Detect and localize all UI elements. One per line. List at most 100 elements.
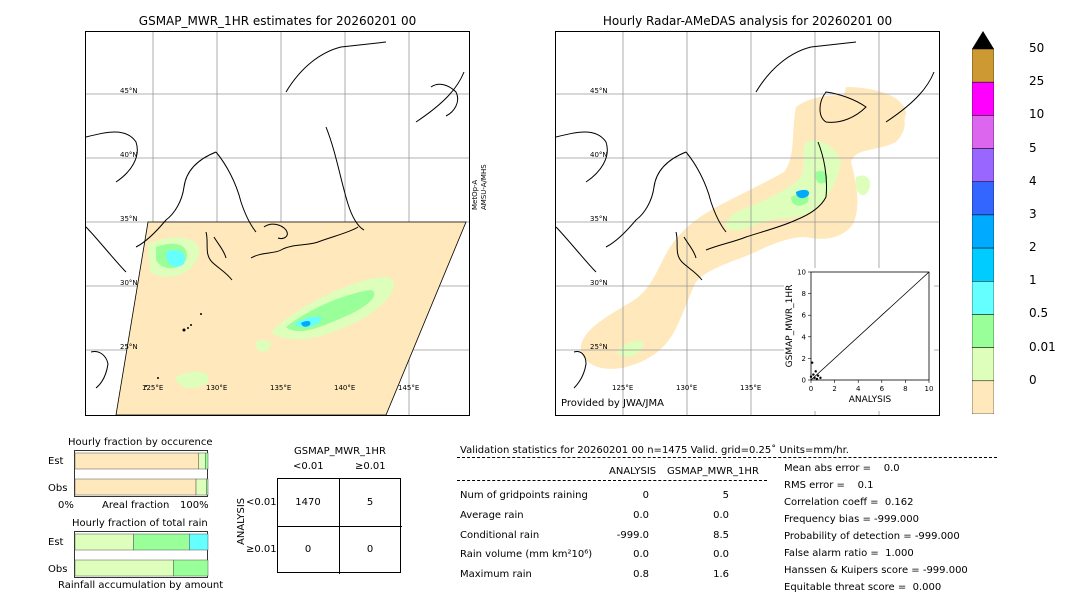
score-rms: RMS error = 0.1 bbox=[784, 480, 874, 491]
colorbar-tick-label: 10 bbox=[1029, 107, 1045, 122]
right-map-title: Hourly Radar-AMeDAS analysis for 2026020… bbox=[602, 14, 893, 28]
colorbar-segment bbox=[971, 347, 995, 382]
score-freq-bias: Frequency bias = -999.000 bbox=[784, 514, 919, 525]
score-pod: Probability of detection = -999.000 bbox=[784, 531, 960, 542]
total-rain-bars bbox=[74, 531, 209, 578]
score-ets: Equitable threat score = 0.000 bbox=[784, 582, 942, 593]
right-lat-label-45: 45°N bbox=[590, 87, 608, 95]
validation-col-gsmap: GSMAP_MWR_1HR bbox=[667, 466, 759, 477]
validation-row-gsmap: 0.0 bbox=[713, 510, 729, 521]
left-map: 45°N 40°N 35°N 30°N 25°N 125°E 130°E 135… bbox=[85, 31, 470, 416]
validation-row-analysis: -999.0 bbox=[616, 530, 649, 541]
contingency-cell-0-1: 5 bbox=[366, 497, 374, 508]
occurrence-est-label: Est bbox=[48, 456, 64, 467]
scatter-point bbox=[809, 375, 813, 378]
scatter-point bbox=[815, 377, 819, 381]
scatter-xtick-label: 6 bbox=[880, 385, 885, 393]
scatter-ytick-label: 2 bbox=[802, 355, 806, 363]
right-lon-label-135: 135°E bbox=[740, 384, 762, 392]
occurrence-obs-label: Obs bbox=[48, 483, 68, 494]
validation-row-label: Conditional rain bbox=[460, 530, 540, 541]
right-lon-label-130: 130°E bbox=[676, 384, 698, 392]
validation-row-label: Num of gridpoints raining bbox=[460, 490, 588, 501]
scatter-ytick-label: 8 bbox=[802, 290, 806, 298]
scatter-ytick-label: 4 bbox=[802, 333, 807, 341]
validation-row-analysis: 0.0 bbox=[633, 549, 649, 560]
colorbar-segment bbox=[971, 314, 995, 348]
scatter-point bbox=[816, 374, 820, 377]
right-map-canvas bbox=[556, 32, 939, 415]
scatter-plot: 0 2 4 6 8 10 0 2 4 6 8 10 ANALYSIS GSMAP_MWR_1HR bbox=[785, 269, 934, 406]
colorbar-canvas bbox=[971, 31, 995, 415]
colorbar-tick-label: 3 bbox=[1029, 206, 1037, 221]
contingency-col-header-0: <0.01 bbox=[293, 461, 324, 472]
right-lat-label-40: 40°N bbox=[590, 151, 608, 159]
total-rain-bar-segment bbox=[74, 533, 134, 551]
occurrence-bar-segment bbox=[205, 452, 209, 470]
left-lat-label-40: 40°N bbox=[120, 151, 138, 159]
validation-divider bbox=[457, 457, 997, 458]
scatter-diagonal bbox=[810, 271, 930, 381]
colorbar bbox=[971, 31, 995, 415]
validation-row-gsmap: 5 bbox=[722, 490, 729, 501]
validation-row-analysis: 0.8 bbox=[633, 569, 649, 580]
occurrence-tick-100: 100% bbox=[180, 500, 209, 511]
scatter-ylabel: GSMAP_MWR_1HR bbox=[785, 285, 795, 368]
right-lat-label-35: 35°N bbox=[590, 215, 608, 223]
scatter-xtick-label: 10 bbox=[925, 385, 934, 393]
total-rain-xlabel: Rainfall accumulation by amount bbox=[58, 580, 224, 591]
colorbar-segment bbox=[971, 48, 995, 83]
scatter-xtick-label: 2 bbox=[832, 385, 836, 393]
scatter-point bbox=[814, 370, 817, 373]
left-lon-label-140: 140°E bbox=[334, 384, 356, 392]
total-rain-bar-segment bbox=[74, 559, 174, 577]
colorbar-segment bbox=[971, 281, 995, 315]
contingency-cell-1-0: 0 bbox=[304, 544, 312, 555]
colorbar-tick-label: 1 bbox=[1029, 273, 1037, 288]
sensor-note: MetOp-A AMSU-A/MHS bbox=[471, 164, 488, 210]
occurrence-chart bbox=[74, 450, 209, 498]
colorbar-tick-label: 0.5 bbox=[1029, 306, 1049, 321]
right-lon-label-125: 125°E bbox=[612, 384, 634, 392]
occurrence-bars bbox=[74, 450, 209, 497]
total-rain-est-label: Est bbox=[48, 537, 64, 548]
contingency-row-header-0: <0.01 bbox=[246, 497, 277, 508]
colorbar-tick-label: 25 bbox=[1029, 74, 1045, 89]
scatter-point bbox=[819, 376, 822, 380]
occurrence-bar-segment bbox=[198, 452, 206, 470]
validation-row-label: Rain volume (mm km²10⁶) bbox=[460, 549, 593, 560]
left-lat-label-45: 45°N bbox=[120, 87, 138, 95]
scatter-xtick-label: 8 bbox=[903, 385, 907, 393]
contingency-grid bbox=[277, 478, 402, 574]
left-lon-label-135: 135°E bbox=[270, 384, 292, 392]
left-lat-label-35: 35°N bbox=[120, 215, 138, 223]
occurrence-title: Hourly fraction by occurence bbox=[68, 437, 213, 448]
colorbar-segment bbox=[971, 148, 995, 182]
total-rain-bar-segment bbox=[173, 559, 209, 577]
scatter-ytick-label: 6 bbox=[802, 312, 807, 320]
colorbar-segment bbox=[971, 181, 995, 216]
colorbar-tick-label: 0.01 bbox=[1029, 339, 1056, 354]
credit-text: Provided by JWA/JMA bbox=[561, 398, 664, 409]
total-rain-chart bbox=[74, 531, 209, 579]
contingency-cell-0-0: 1470 bbox=[295, 497, 321, 508]
colorbar-segment bbox=[971, 380, 995, 415]
validation-row-gsmap: 1.6 bbox=[713, 569, 729, 580]
score-corr: Correlation coeff = 0.162 bbox=[784, 497, 914, 508]
colorbar-tick-label: 4 bbox=[1029, 173, 1037, 188]
scatter-point bbox=[813, 376, 816, 380]
colorbar-segment bbox=[971, 214, 995, 249]
validation-col-analysis: ANALYSIS bbox=[609, 466, 657, 477]
contingency-title: GSMAP_MWR_1HR bbox=[294, 446, 386, 457]
validation-row-label: Average rain bbox=[460, 510, 524, 521]
left-lon-label-145: 145°E bbox=[398, 384, 420, 392]
occurrence-xlabel: Areal fraction bbox=[102, 500, 170, 511]
left-lon-label-125: 125°E bbox=[142, 384, 164, 392]
left-lon-label-130: 130°E bbox=[206, 384, 228, 392]
colorbar-extend-arrow bbox=[972, 31, 994, 49]
colorbar-segment bbox=[971, 115, 995, 149]
occurrence-bar-segment bbox=[74, 452, 199, 470]
validation-header: Validation statistics for 20260201 00 n=… bbox=[460, 445, 849, 456]
left-lat-label-30: 30°N bbox=[120, 279, 138, 287]
colorbar-segment bbox=[971, 81, 995, 116]
